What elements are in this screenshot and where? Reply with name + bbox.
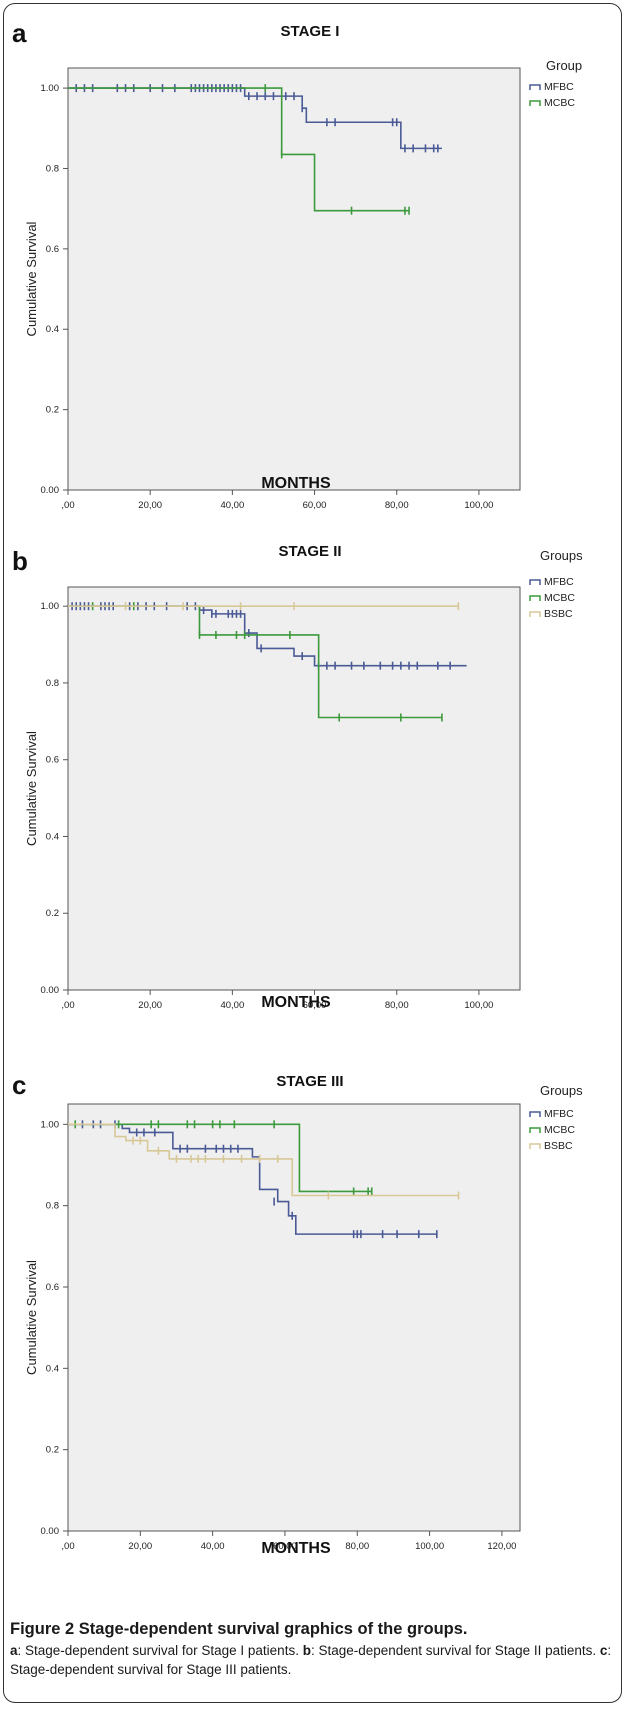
plot-area [67,67,521,491]
panel-b-chart: b STAGE II 0.00 0.2 0.4 0.6 0.8 1.00 ,00 20,00 40,… [12,543,583,1011]
caption-letter-a: a [10,1643,18,1658]
x-tick-label: ,00 [61,500,74,511]
legend-swatch-mcbc [529,595,541,601]
x-axis-label: MONTHS [261,475,331,492]
y-tick-label: 0.2 [46,1445,59,1456]
caption-text-c: : Stage-dependent survival for Stage III… [10,1643,612,1677]
x-axis-label: MONTHS [261,1540,331,1557]
y-tick-label: 0.6 [46,1282,59,1293]
x-tick-label: 100,00 [464,1000,493,1011]
legend-swatch-mfbc [529,579,541,585]
legend-title: Groups [540,1083,583,1098]
legend-label-mcbc: MCBC [544,1124,575,1136]
y-tick-label: 1.00 [41,601,60,612]
legend-swatch-mfbc [529,84,541,90]
x-tick-label: ,00 [61,1000,74,1011]
survival-line-mfbc [68,1123,437,1235]
survival-line-mcbc [68,87,410,212]
figure-frame [3,3,622,1703]
legend-swatch-bsbc [529,1143,541,1149]
x-tick-label: 60,00 [303,500,327,511]
x-tick-label: ,00 [61,1541,74,1552]
caption-text-b: : Stage-dependent survival for Stage II … [310,1643,600,1658]
legend-label-bsbc: BSBC [544,608,573,620]
chart-title: STAGE I [281,23,340,40]
y-tick-label: 0.6 [46,244,59,255]
caption-text-a: : Stage-dependent survival for Stage I p… [17,1643,303,1658]
panel-letter: c [12,1070,26,1100]
caption-letter-b: b [302,1643,311,1658]
caption-title: Figure 2 Stage-dependent survival graphi… [10,1620,468,1638]
y-tick-label: 0.8 [46,1201,59,1212]
legend-label-mfbc: MFBC [544,81,574,93]
legend-label-bsbc: BSBC [544,1140,573,1152]
x-tick-label: 40,00 [220,1000,244,1011]
legend-label-mfbc: MFBC [544,1108,574,1120]
plot-area [67,1103,521,1532]
survival-line-bsbc [68,1123,459,1197]
y-tick-label: 0.00 [41,1526,60,1537]
legend-title: Groups [540,548,583,563]
y-tick-label: 0.00 [41,985,60,996]
survival-line-mfbc [68,605,467,667]
x-tick-label: 60,00 [303,1000,327,1011]
y-tick-label: 1.00 [41,83,60,94]
chart-title: STAGE II [278,543,341,560]
y-tick-label: 0.4 [46,1363,59,1374]
legend-swatch-mcbc [529,1127,541,1133]
x-tick-label: 100,00 [464,500,493,511]
panel-letter: b [12,546,28,576]
y-tick-label: 0.4 [46,831,59,842]
x-tick-label: 120,00 [487,1541,516,1552]
x-tick-label: 20,00 [128,1541,152,1552]
y-tick-label: 0.2 [46,405,59,416]
chart-title: STAGE III [276,1073,343,1090]
legend-label-mfbc: MFBC [544,576,574,588]
x-axis-label: MONTHS [261,994,331,1011]
y-axis-label: Cumulative Survival [24,1260,39,1375]
x-tick-label: 20,00 [138,500,162,511]
x-tick-label: 40,00 [220,500,244,511]
legend-swatch-bsbc [529,611,541,617]
y-tick-label: 0.4 [46,324,59,335]
panel-a-chart: a STAGE I 0.00 0.2 0.4 0.6 0.8 1.00 ,00 20,00 40,0… [12,18,582,511]
x-tick-label: 40,00 [201,1541,225,1552]
x-tick-label: 80,00 [385,1000,409,1011]
legend-swatch-mcbc [529,100,541,106]
legend-label-mcbc: MCBC [544,97,575,109]
y-tick-label: 0.6 [46,755,59,766]
figure-caption: Figure 2 Stage-dependent survival graphi… [10,1620,615,1679]
legend-title: Group [546,58,582,73]
plot-area [67,586,521,991]
y-tick-label: 0.8 [46,163,59,174]
legend-swatch-mfbc [529,1111,541,1117]
panel-letter: a [12,18,27,48]
x-tick-label: 60,00 [273,1541,297,1552]
legend-label-mcbc: MCBC [544,592,575,604]
y-tick-label: 0.2 [46,908,59,919]
y-tick-label: 0.00 [41,485,60,496]
caption-body: a: Stage-dependent survival for Stage I … [10,1641,615,1679]
survival-line-mcbc [68,1123,372,1193]
y-tick-label: 0.8 [46,678,59,689]
y-tick-label: 1.00 [41,1119,60,1130]
survival-line-mfbc [68,87,442,150]
panel-c-chart: c STAGE III 0.00 0.2 0.4 0.6 0.8 1.00 ,00 20,00 40… [12,1070,583,1557]
x-tick-label: 100,00 [415,1541,444,1552]
x-tick-label: 80,00 [385,500,409,511]
x-tick-label: 80,00 [345,1541,369,1552]
caption-letter-c: c [599,1643,608,1658]
y-axis-label: Cumulative Survival [24,221,39,336]
x-tick-label: 20,00 [138,1000,162,1011]
y-axis-label: Cumulative Survival [24,731,39,846]
